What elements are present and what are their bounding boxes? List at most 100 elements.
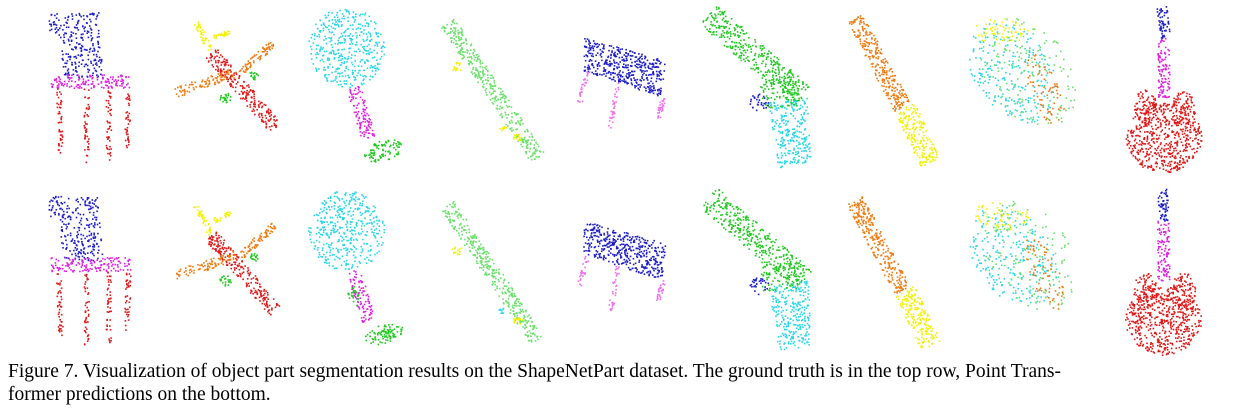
pistol-pointcloud-svg xyxy=(703,189,812,351)
skateboard-pointcloud-svg xyxy=(441,18,545,161)
chair-part-red xyxy=(105,271,112,344)
knife-pointcloud xyxy=(832,2,962,174)
skateboard-part-cyan xyxy=(498,307,505,315)
cap-pointcloud-svg xyxy=(969,17,1076,125)
chair-pointcloud-svg xyxy=(48,195,132,346)
pistol-pointcloud-svg xyxy=(702,6,812,169)
airplane-part-green xyxy=(249,252,259,262)
airplane-part-green xyxy=(219,92,232,104)
knife-pointcloud-svg xyxy=(848,15,938,167)
skateboard-part-yellow xyxy=(513,317,524,325)
knife-pointcloud-svg xyxy=(848,196,941,349)
guitar-part-blue xyxy=(1157,188,1170,222)
table-part-pink xyxy=(657,98,666,119)
airplane-part-orange xyxy=(174,69,237,98)
table-pointcloud xyxy=(565,185,695,357)
lamp-part-magenta xyxy=(348,270,374,323)
table-part-blue xyxy=(583,38,666,97)
table-part-pink xyxy=(577,255,589,287)
guitar-part-red xyxy=(1171,91,1196,125)
skateboard-part-yellow xyxy=(499,126,507,132)
lamp-part-cyan xyxy=(308,191,386,270)
airplane-part-yellow xyxy=(193,205,212,236)
pistol-pointcloud xyxy=(698,185,828,357)
table-pointcloud-svg xyxy=(577,223,667,311)
figure-caption: Figure 7. Visualization of object part s… xyxy=(8,360,1236,406)
table-pointcloud xyxy=(565,2,695,174)
pistol-part-blue xyxy=(749,277,770,296)
chair-part-blue xyxy=(59,215,104,262)
knife-part-orange xyxy=(848,15,910,112)
table-part-pink xyxy=(577,71,591,103)
knife-part-yellow xyxy=(898,103,938,167)
caption-line-2: former predictions on the bottom. xyxy=(8,384,271,405)
lamp-part-cyan xyxy=(308,8,386,89)
pistol-part-green xyxy=(703,189,812,290)
guitar-pointcloud-svg xyxy=(1125,188,1202,357)
pistol-part-green xyxy=(760,260,797,292)
cap-part-orange xyxy=(1026,239,1064,310)
chair-part-red xyxy=(83,88,90,164)
chair-pointcloud xyxy=(28,2,158,174)
airplane-part-yellow xyxy=(213,211,232,224)
table-pointcloud-svg xyxy=(577,38,666,129)
chair-part-magenta xyxy=(50,257,132,273)
guitar-pointcloud xyxy=(1103,2,1233,174)
cap-part-cyan xyxy=(969,23,1055,124)
guitar-pointcloud-svg xyxy=(1125,6,1203,173)
chair-part-red xyxy=(124,272,132,331)
pistol-part-green xyxy=(702,6,810,107)
guitar-part-red xyxy=(1172,273,1197,310)
chair-part-red xyxy=(124,93,131,149)
cap-pointcloud xyxy=(962,185,1092,357)
skateboard-part-light_green xyxy=(441,18,545,161)
airplane-part-green xyxy=(219,275,232,287)
chair-pointcloud-svg xyxy=(48,12,131,164)
airplane-part-yellow xyxy=(194,21,213,51)
ground-truth-row xyxy=(0,2,1243,174)
skateboard-pointcloud-svg xyxy=(442,201,542,343)
cap-part-yellow xyxy=(976,18,1029,45)
guitar-part-magenta xyxy=(1157,220,1171,282)
airplane-part-green xyxy=(249,71,259,81)
airplane-part-red xyxy=(208,231,281,316)
prediction-row xyxy=(0,185,1243,357)
guitar-part-red xyxy=(1133,273,1158,309)
cap-part-yellow xyxy=(975,202,1030,231)
lamp-pointcloud xyxy=(298,2,428,174)
pistol-part-cyan xyxy=(771,280,811,351)
table-part-pink xyxy=(608,265,620,311)
cap-pointcloud-svg xyxy=(969,200,1073,310)
lamp-part-green xyxy=(347,285,360,307)
chair-part-blue xyxy=(58,32,104,79)
chair-part-blue xyxy=(48,12,100,36)
airplane-pointcloud-svg xyxy=(174,21,278,131)
table-part-blue xyxy=(583,223,667,278)
airplane-part-orange xyxy=(238,42,275,73)
chair-part-blue xyxy=(48,195,99,219)
skateboard-part-yellow xyxy=(513,133,522,141)
skateboard-part-light_green xyxy=(442,201,542,343)
lamp-pointcloud-svg xyxy=(308,8,402,163)
chair-part-red xyxy=(56,88,64,154)
table-part-pink xyxy=(608,82,620,129)
guitar-pointcloud xyxy=(1103,185,1233,357)
airplane-pointcloud xyxy=(165,185,295,357)
knife-part-yellow xyxy=(896,286,941,349)
lamp-part-green xyxy=(365,323,404,346)
airplane-part-red xyxy=(206,49,278,131)
knife-part-orange xyxy=(848,196,907,294)
chair-part-red xyxy=(105,90,113,161)
skateboard-part-yellow xyxy=(452,62,462,72)
guitar-part-red xyxy=(1134,89,1159,126)
lamp-part-green xyxy=(364,139,402,163)
guitar-part-red xyxy=(1125,102,1203,173)
table-part-pink xyxy=(656,280,666,301)
chair-part-magenta xyxy=(50,74,131,90)
chair-part-red xyxy=(83,273,90,346)
guitar-part-red xyxy=(1125,287,1202,357)
chair-pointcloud xyxy=(28,185,158,357)
skateboard-pointcloud xyxy=(432,185,562,357)
lamp-pointcloud xyxy=(298,185,428,357)
